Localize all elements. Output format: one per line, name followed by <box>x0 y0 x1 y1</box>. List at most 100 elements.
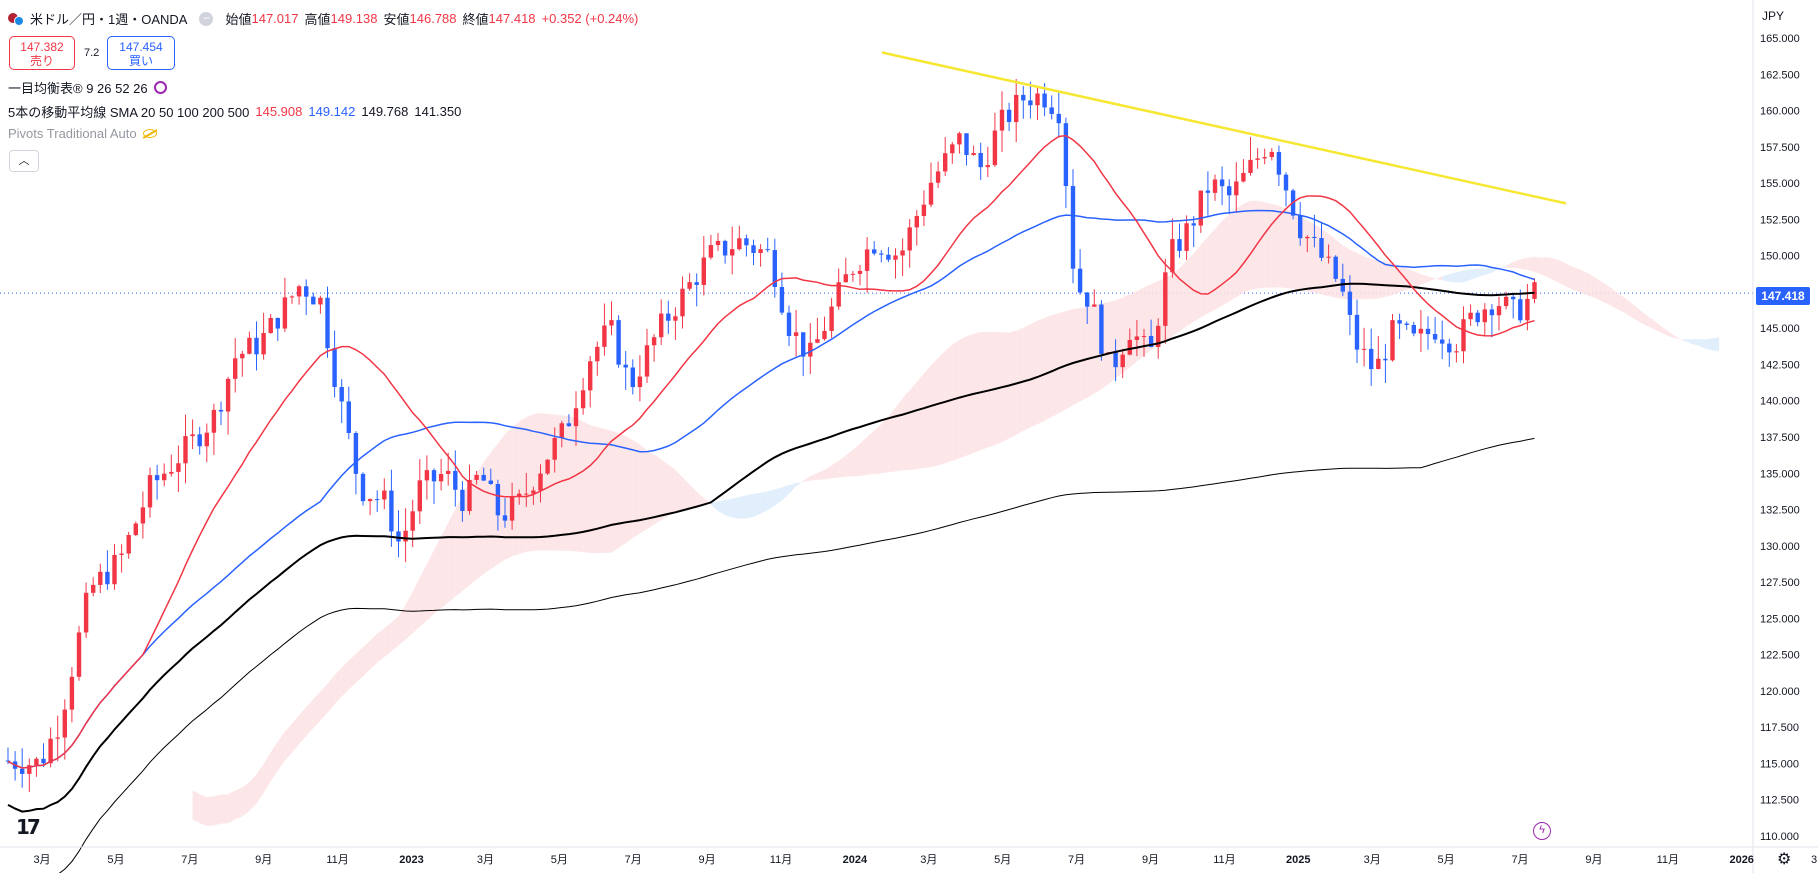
cloud-segment <box>1314 224 1322 295</box>
cloud-segment <box>895 398 903 472</box>
candle-body <box>304 286 309 297</box>
time-tick-label: 3月 <box>1364 854 1381 866</box>
candle-body <box>765 249 770 251</box>
cloud-segment <box>1136 287 1144 362</box>
candle-body <box>140 507 146 524</box>
cloud-segment <box>242 782 250 817</box>
candle-body <box>1496 306 1502 316</box>
pivots-legend[interactable]: Pivots Traditional Auto <box>8 126 157 141</box>
time-tick-label: 11月 <box>1657 854 1679 866</box>
candle-body <box>999 109 1005 131</box>
price-tick-label: 117.500 <box>1760 722 1799 734</box>
candle-body <box>5 760 11 762</box>
cloud-segment <box>405 591 413 640</box>
candle-body <box>289 296 295 298</box>
candle-body <box>801 332 806 357</box>
candle-body <box>183 436 188 464</box>
collapse-legend-button[interactable]: ︿ <box>9 150 39 172</box>
candle-body <box>431 470 437 482</box>
trendline <box>881 51 1567 205</box>
cloud-segment <box>1193 244 1201 322</box>
candle-body <box>659 313 664 338</box>
candle-body <box>595 346 600 362</box>
candle-body <box>1262 157 1267 159</box>
candle-body <box>1411 324 1416 334</box>
candle-body <box>1390 320 1395 361</box>
cloud-segment <box>1172 268 1180 337</box>
cloud-segment <box>228 790 236 824</box>
sell-button[interactable]: 147.382 売り <box>9 36 75 70</box>
candle-body <box>410 511 415 531</box>
symbol-legend: 米ドル／円・1週・OANDA − 始値 147.017 高値 149.138 安… <box>8 9 638 28</box>
cloud-segment <box>696 491 704 506</box>
cloud-segment <box>611 430 619 553</box>
candle-body <box>928 182 934 205</box>
candle-body <box>914 215 919 228</box>
buy-button[interactable]: 147.454 買い <box>107 36 175 70</box>
candle-body <box>112 554 117 585</box>
cloud-segment <box>1200 236 1208 318</box>
spread-value: 7.2 <box>84 47 100 59</box>
cloud-segment <box>923 365 931 468</box>
candle-body <box>715 240 721 246</box>
candle-body <box>978 153 983 168</box>
candle-body <box>1120 354 1125 368</box>
candle-body <box>921 204 927 216</box>
minus-icon[interactable]: − <box>199 11 214 26</box>
ichimoku-cloud <box>192 200 1720 827</box>
candle-body <box>481 474 486 481</box>
last-price-tag: 147.418 <box>1756 287 1810 305</box>
candle-body <box>1503 296 1509 307</box>
candle-body <box>240 353 245 359</box>
candle-body <box>382 490 387 500</box>
candle-body <box>424 470 430 481</box>
cloud-segment <box>355 647 363 683</box>
cloud-segment <box>938 350 946 466</box>
candle-body <box>1376 358 1381 370</box>
cloud-segment <box>1420 274 1428 285</box>
time-tick-label: 11月 <box>770 854 792 866</box>
cloud-segment <box>1648 316 1656 330</box>
candle-body <box>453 470 458 490</box>
cloud-segment <box>732 496 740 519</box>
cloud-segment <box>576 418 584 553</box>
cloud-segment <box>774 487 782 506</box>
cloud-segment <box>888 407 896 473</box>
cloud-segment <box>1655 321 1663 334</box>
candle-body <box>1312 236 1317 239</box>
cloud-segment <box>526 414 534 552</box>
candle-body <box>268 317 273 334</box>
candle-body <box>538 473 543 491</box>
sma-legend[interactable]: 5本の移動平均線 SMA 20 50 100 200 500 145.908 1… <box>8 102 461 121</box>
tradingview-logo[interactable]: 17 <box>16 815 41 839</box>
candle-body <box>502 515 508 521</box>
candle-body <box>687 282 692 289</box>
candle-body <box>83 592 89 633</box>
low-value: 146.788 <box>409 11 457 26</box>
currency-label[interactable]: JPY <box>1762 9 1785 23</box>
cloud-segment <box>1378 260 1386 299</box>
cloud-segment <box>1215 221 1223 310</box>
lightning-icon[interactable]: ϟ <box>1533 822 1551 840</box>
time-tick-label: 9月 <box>1585 854 1602 866</box>
candle-body <box>1475 312 1480 323</box>
candle-body <box>843 274 848 283</box>
candle-body <box>133 523 138 536</box>
candle-body <box>694 282 699 285</box>
candle-body <box>119 553 124 555</box>
symbol-title[interactable]: 米ドル／円・1週・OANDA <box>30 12 188 27</box>
price-tick-label: 140.000 <box>1760 396 1800 408</box>
candle-body <box>964 133 969 156</box>
hidden-eye-icon[interactable] <box>142 129 157 138</box>
cloud-segment <box>753 492 761 517</box>
cloud-segment <box>1534 257 1542 275</box>
sma50-line <box>7 209 1535 769</box>
cloud-segment <box>682 477 690 510</box>
candle-body <box>1447 343 1452 353</box>
gear-icon[interactable]: ⚙ <box>1777 851 1792 868</box>
candle-body <box>360 473 366 502</box>
ichimoku-legend[interactable]: 一目均衡表® 9 26 52 26 <box>8 78 167 97</box>
candle-body <box>1319 238 1324 258</box>
time-tick-label: 5月 <box>107 854 124 866</box>
